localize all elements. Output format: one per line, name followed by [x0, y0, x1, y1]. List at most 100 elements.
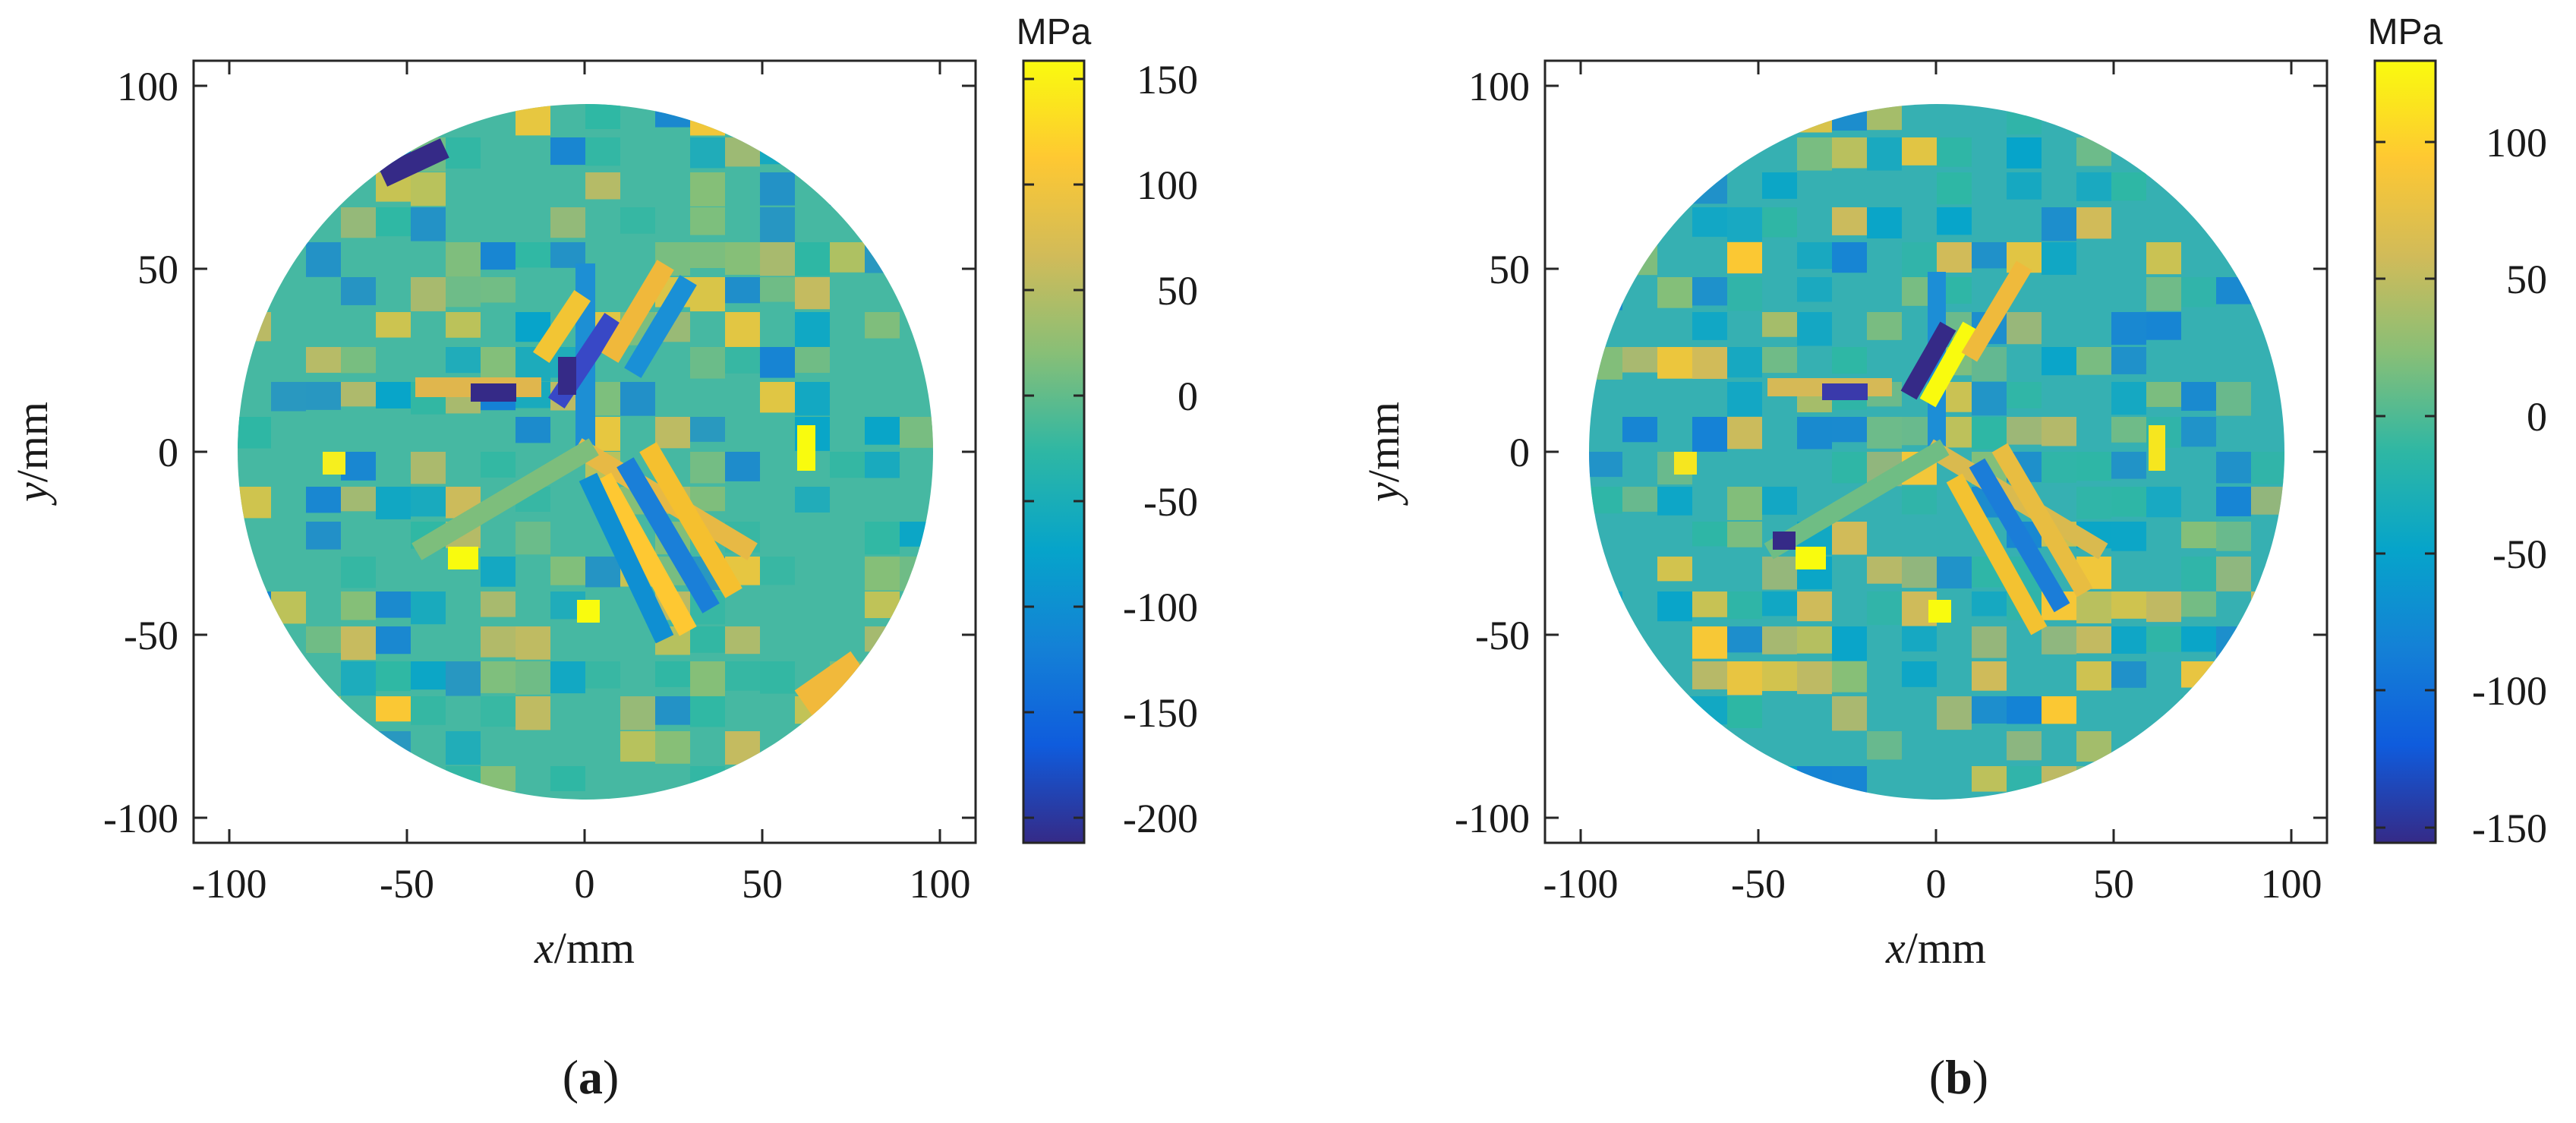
field-cells-a [238, 104, 933, 800]
y-axis-label-b: y/mm [1359, 402, 1408, 506]
axes-b [1543, 59, 2328, 844]
field-cell-a-76 [341, 347, 376, 374]
field-cell-a-73 [795, 312, 830, 347]
field-cell-b-48 [2146, 242, 2181, 275]
field-cell-a-96 [760, 382, 795, 413]
field-cell-b-169 [1762, 626, 1797, 655]
field-cell-b-17 [2007, 137, 2042, 169]
field-cell-b-72 [1692, 347, 1727, 379]
field-cell-b-155 [1762, 591, 1797, 617]
field-cell-a-81 [690, 347, 725, 379]
field-cell-a-95 [620, 382, 655, 416]
field-cell-b-140 [1657, 557, 1692, 582]
field-cell-b-201 [2042, 696, 2076, 724]
field-cell-a-87 [341, 382, 376, 407]
hotspot-b-5 [1928, 600, 1951, 623]
x-tick-label-b-3: 0 [1926, 861, 1947, 907]
field-cell-b-75 [1832, 347, 1867, 374]
field-cell-b-141 [1762, 557, 1797, 590]
field-cell-a-124 [795, 487, 830, 513]
field-cell-b-35 [1937, 207, 1972, 235]
field-cell-b-87 [2007, 382, 2042, 409]
field-cell-b-174 [2042, 626, 2076, 655]
x-tick-labels-a: -100 -50 0 50 100 [192, 861, 971, 907]
colorbar-tick-labels-a: 150 100 50 0 -50 -100 -150 -200 [1123, 57, 1198, 841]
field-cell-a-37 [411, 207, 446, 241]
field-cell-b-139 [2216, 522, 2251, 551]
stress-field-a [238, 104, 933, 800]
colorbar-tick-labels-b: 100 50 0 -50 -100 -150 [2472, 120, 2547, 851]
field-cell-b-62 [1797, 312, 1832, 346]
x-ticks-a [228, 61, 941, 843]
field-cell-b-43 [1902, 242, 1937, 277]
field-cell-a-166 [411, 661, 446, 690]
hotspot-b-4 [1773, 532, 1796, 550]
field-cell-b-92 [1622, 417, 1657, 443]
field-cell-b-70 [1622, 347, 1657, 373]
field-cell-a-107 [411, 452, 446, 484]
panel-b: -100 -50 0 50 100 100 50 0 -50 -100 x/mm… [1359, 12, 2547, 1104]
field-cell-a-35 [341, 207, 376, 238]
y-tick-label-b-5: -100 [1455, 796, 1530, 841]
field-cell-a-183 [411, 696, 446, 725]
field-cell-b-56 [2146, 277, 2181, 311]
field-cell-a-162 [725, 626, 760, 655]
field-cell-a-117 [376, 487, 411, 519]
field-cell-b-24 [2007, 172, 2042, 200]
field-cell-b-165 [2181, 591, 2216, 617]
field-cell-b-177 [2146, 626, 2181, 652]
colorbar-tick-label-a-6: -100 [1123, 585, 1198, 630]
field-cell-b-51 [1692, 277, 1727, 306]
field-cell-b-149 [2181, 557, 2216, 590]
field-cell-b-123 [1902, 487, 1937, 515]
field-cell-b-115 [2111, 452, 2146, 479]
field-cell-a-4 [585, 104, 620, 130]
field-cell-b-96 [1832, 417, 1867, 443]
x-tick-label-a-1: -100 [192, 861, 267, 907]
field-cell-a-113 [865, 452, 900, 478]
field-cell-b-103 [2111, 417, 2146, 443]
field-cell-a-185 [516, 696, 550, 730]
field-cell-a-40 [690, 207, 725, 235]
field-cell-b-126 [2111, 487, 2146, 517]
x-tick-label-b-1: -100 [1543, 861, 1619, 907]
x-ticks-b [1579, 61, 2293, 843]
field-cell-b-175 [2076, 626, 2111, 654]
field-cell-a-148 [411, 591, 446, 625]
y-ticks-b [1545, 84, 2327, 819]
field-cell-b-129 [2251, 487, 2284, 515]
field-cell-a-171 [585, 661, 620, 689]
field-cell-b-116 [2216, 452, 2251, 484]
field-cell-b-154 [1727, 591, 1762, 620]
field-cell-a-86 [306, 382, 341, 410]
colorbar-ticks-a [1023, 77, 1084, 819]
field-cell-b-60 [1692, 312, 1727, 340]
field-cell-b-173 [1972, 626, 2007, 658]
field-cell-a-174 [725, 661, 760, 691]
field-cell-b-168 [1727, 626, 1762, 653]
field-cell-b-50 [1657, 277, 1692, 308]
field-cell-a-19 [690, 137, 725, 169]
field-cell-a-156 [341, 626, 376, 661]
field-cell-a-67 [446, 312, 481, 338]
field-cell-b-14 [1867, 137, 1902, 171]
field-cell-a-155 [306, 626, 341, 654]
x-axis-label-b: x/mm [1885, 923, 1986, 973]
field-cell-a-173 [690, 661, 725, 696]
field-cell-a-184 [481, 696, 516, 727]
field-cell-b-57 [2181, 277, 2216, 308]
y-tick-label-a-1: 100 [117, 64, 178, 109]
field-cell-b-81 [1727, 382, 1762, 417]
field-cell-a-38 [550, 207, 585, 238]
field-cell-a-41 [760, 207, 795, 242]
field-cell-b-13 [1832, 137, 1867, 169]
field-cell-b-15 [1902, 137, 1937, 166]
field-cell-a-83 [760, 347, 795, 378]
field-cell-a-56 [341, 277, 376, 305]
field-cell-a-62 [725, 277, 760, 304]
field-cell-b-219 [1972, 766, 2007, 792]
field-cell-b-52 [1727, 277, 1762, 311]
field-cell-a-85 [271, 382, 306, 412]
y-tick-label-b-2: 50 [1489, 247, 1530, 292]
field-cell-b-32 [1762, 207, 1797, 238]
